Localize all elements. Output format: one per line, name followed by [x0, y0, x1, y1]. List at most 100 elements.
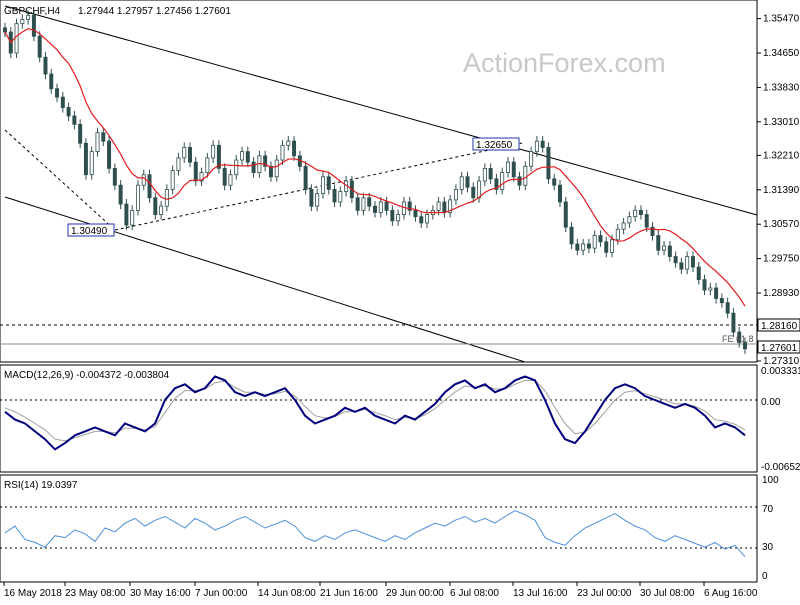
- candle-body: [378, 201, 383, 213]
- rsi-tick-label: 100: [762, 475, 779, 486]
- time-tick-label: 6 Aug 16:00: [704, 588, 758, 599]
- fib-leg-down: [4, 129, 116, 231]
- candle-body: [419, 216, 424, 224]
- candle-body: [465, 176, 470, 188]
- candle-body: [500, 172, 505, 190]
- macd-main-line: [4, 375, 746, 451]
- price-tag-128160: 1.28160: [757, 318, 800, 332]
- candle-body: [367, 197, 372, 207]
- candle-body: [55, 88, 60, 98]
- candle-body: [604, 241, 609, 253]
- candle-body: [656, 235, 661, 251]
- candle-body: [737, 331, 742, 343]
- price-tick-label: 1.30570: [763, 219, 800, 230]
- candle-body: [303, 165, 308, 190]
- candle-body: [638, 209, 643, 215]
- symbol-label: GBPCHF,H4: [4, 6, 61, 17]
- candle-body: [598, 235, 603, 243]
- price-tick-label: 1.29750: [763, 254, 800, 265]
- candle-body: [130, 209, 135, 226]
- rsi-axis: 100 70 30 0: [762, 475, 779, 582]
- price-panel-frame: [0, 0, 758, 363]
- price-axis: 1.35470 1.34650 1.33830 1.33010 1.32210 1.313…: [757, 14, 800, 367]
- candle-body: [60, 96, 65, 108]
- candle-body: [182, 147, 187, 159]
- candle-body: [240, 151, 245, 161]
- candle-body: [696, 266, 701, 281]
- candle-body: [83, 142, 88, 176]
- rsi-panel-frame: [0, 474, 758, 583]
- candle-body: [592, 235, 597, 249]
- candle-body: [286, 140, 291, 146]
- candle-body: [199, 172, 204, 182]
- candle-body: [147, 174, 152, 199]
- candle-body: [517, 176, 522, 186]
- candle-body: [650, 226, 655, 236]
- candle-body: [101, 132, 106, 142]
- candle-body: [49, 73, 54, 90]
- price-tag-127601: 1.27601: [757, 340, 800, 354]
- candle-body: [714, 287, 719, 299]
- candle-body: [725, 302, 730, 314]
- candle-body: [326, 176, 331, 190]
- candle-body: [511, 161, 516, 178]
- candle-body: [633, 209, 638, 218]
- candle-body: [667, 245, 672, 257]
- rsi-tick-label: 70: [762, 504, 774, 515]
- candle-body: [627, 216, 632, 224]
- candle-body: [309, 188, 314, 207]
- candle-body: [425, 214, 430, 224]
- candle-body: [164, 188, 169, 207]
- candle-body: [338, 191, 343, 203]
- macd-signal-line: [4, 379, 746, 442]
- candle-body: [505, 161, 510, 174]
- candle-body: [719, 298, 724, 304]
- price-tick-label: 1.31390: [763, 185, 800, 196]
- candle-body: [20, 19, 25, 25]
- candle-body: [529, 151, 534, 167]
- candle-body: [679, 262, 684, 270]
- candle-body: [234, 159, 239, 176]
- candle-body: [401, 201, 406, 215]
- candle-body: [390, 209, 395, 222]
- trend-lines: [0, 5, 758, 363]
- candle-body: [563, 201, 568, 228]
- time-tick-label: 21 Jun 16:00: [320, 588, 378, 599]
- candle-body: [615, 228, 620, 241]
- rsi-title: RSI(14) 19.0397: [4, 480, 78, 491]
- candle-body: [26, 14, 31, 20]
- candle-body: [708, 287, 713, 291]
- candle-body: [118, 184, 123, 205]
- candle-body: [205, 157, 210, 174]
- candle-body: [72, 115, 77, 125]
- candle-body: [274, 159, 279, 178]
- candle-body: [569, 226, 574, 245]
- candle-body: [494, 178, 499, 190]
- price-tick-label: 1.34650: [763, 48, 800, 59]
- annotation-high: 1.32650: [472, 137, 520, 151]
- candle-body: [743, 342, 747, 350]
- candle-body: [552, 178, 557, 186]
- time-tick-label: 14 Jun 08:00: [258, 588, 316, 599]
- candle-body: [448, 199, 453, 213]
- time-tick-label: 13 Jul 16:00: [513, 588, 568, 599]
- candle-body: [384, 201, 389, 211]
- annotation-fe: FE 61.8: [722, 334, 754, 344]
- candle-body: [280, 144, 285, 161]
- candle-body: [66, 107, 71, 117]
- candle-body: [95, 132, 100, 153]
- candle-body: [332, 188, 337, 203]
- candle-body: [222, 168, 227, 186]
- candle-body: [14, 23, 19, 54]
- time-tick-label: 30 May 16:00: [130, 588, 191, 599]
- candle-body: [153, 197, 158, 215]
- time-tick-label: 23 May 08:00: [65, 588, 126, 599]
- candle-body: [471, 186, 476, 199]
- candle-body: [482, 168, 487, 182]
- macd-tick-label: -0.006521: [761, 462, 800, 473]
- rsi-tick-label: 0: [762, 571, 768, 582]
- candle-body: [89, 151, 94, 176]
- moving-average-line: [4, 28, 746, 307]
- candle-body: [673, 256, 678, 264]
